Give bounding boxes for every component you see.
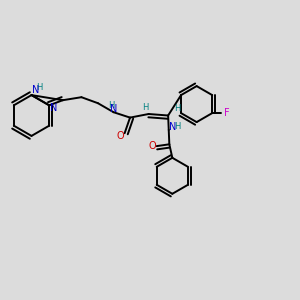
Text: H: H bbox=[142, 103, 149, 112]
Text: N: N bbox=[110, 104, 117, 114]
Text: N: N bbox=[32, 85, 39, 95]
Text: H: H bbox=[174, 122, 180, 131]
Text: N: N bbox=[169, 122, 176, 132]
Text: F: F bbox=[224, 108, 230, 118]
Text: H: H bbox=[36, 83, 42, 92]
Text: H: H bbox=[174, 104, 180, 113]
Text: O: O bbox=[148, 141, 156, 151]
Text: N: N bbox=[50, 103, 57, 113]
Text: H: H bbox=[108, 101, 114, 110]
Text: O: O bbox=[117, 130, 124, 141]
